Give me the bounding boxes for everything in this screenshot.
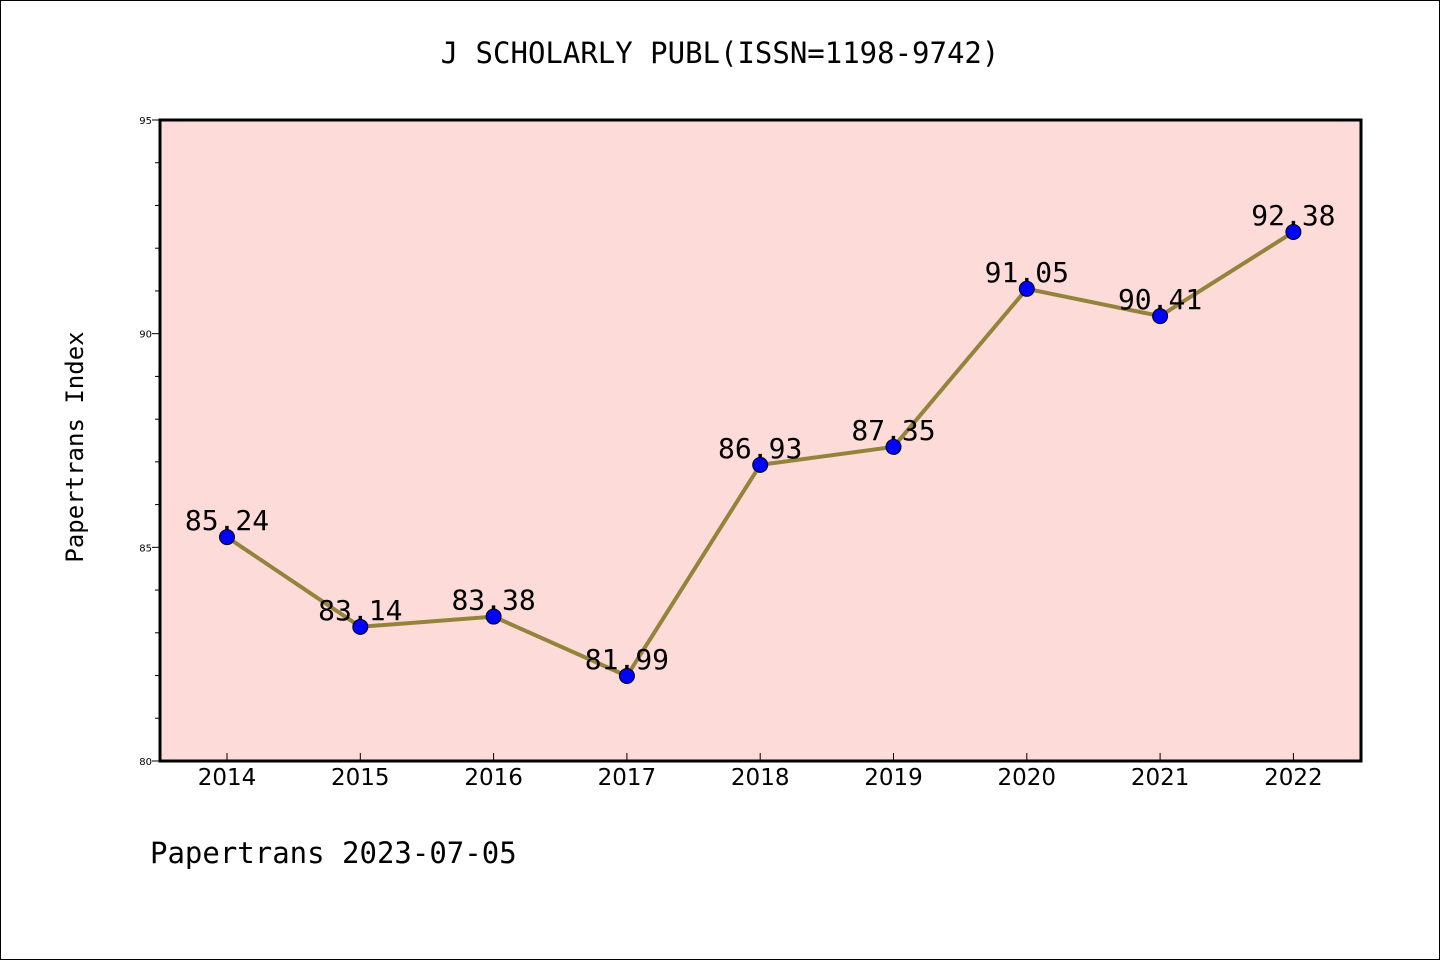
y-tick-label: 90 bbox=[139, 330, 152, 341]
x-tick-label: 2019 bbox=[864, 765, 923, 791]
data-point-marker bbox=[485, 608, 502, 625]
data-point-marker bbox=[219, 529, 235, 546]
data-point-marker bbox=[1285, 223, 1302, 240]
data-point-marker bbox=[618, 667, 635, 684]
x-tick-label: 2014 bbox=[198, 765, 257, 791]
data-point-label: 86.93 bbox=[718, 432, 802, 465]
data-markers bbox=[219, 223, 1302, 684]
x-tick-label: 2015 bbox=[331, 765, 390, 791]
y-tick-label: 95 bbox=[139, 116, 152, 127]
x-tick-label: 2021 bbox=[1131, 765, 1190, 791]
x-tick-label: 2020 bbox=[998, 765, 1057, 791]
footer-date-note: Papertrans 2023-07-05 bbox=[150, 836, 517, 870]
data-point-label: 83.14 bbox=[318, 594, 402, 627]
chart-title: J SCHOLARLY PUBL(ISSN=1198-9742) bbox=[440, 36, 1000, 70]
plot-area bbox=[160, 120, 1361, 761]
data-point-label: 85.24 bbox=[185, 504, 269, 537]
x-axis-ticks: 2014 2015 2016 2017 2018 2019 2020 2021 2022 bbox=[198, 753, 1323, 791]
x-tick-label: 2016 bbox=[464, 765, 523, 791]
data-point-label: 91.05 bbox=[985, 256, 1069, 289]
x-tick-label: 2018 bbox=[731, 765, 790, 791]
plot-border bbox=[158, 118, 1363, 763]
data-point-marker bbox=[1152, 308, 1169, 325]
data-point-label: 83.38 bbox=[451, 584, 535, 617]
data-point-label: 81.99 bbox=[585, 643, 669, 676]
data-point-label: 90.41 bbox=[1118, 283, 1202, 316]
data-point-marker bbox=[752, 456, 769, 473]
x-tick-label: 2022 bbox=[1264, 765, 1323, 791]
y-axis-ticks: 80 85 90 95 bbox=[139, 116, 160, 768]
y-tick-label: 85 bbox=[139, 543, 152, 554]
y-tick-label: 80 bbox=[139, 757, 152, 768]
data-point-marker bbox=[1018, 280, 1035, 297]
data-point-label: 92.38 bbox=[1251, 199, 1335, 232]
data-point-marker bbox=[885, 438, 902, 455]
x-tick-label: 2017 bbox=[598, 765, 657, 791]
data-point-marker bbox=[352, 618, 369, 635]
data-labels: 85.24 83.14 83.38 81.99 86.93 87.35 91.05 90.41… bbox=[185, 199, 1336, 676]
data-point-label: 87.35 bbox=[851, 414, 935, 447]
